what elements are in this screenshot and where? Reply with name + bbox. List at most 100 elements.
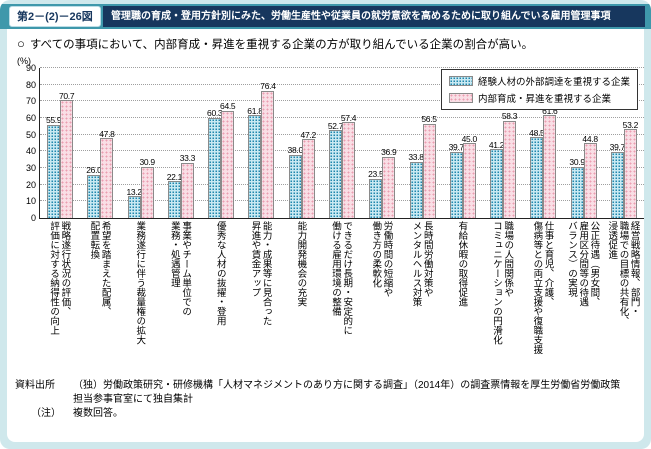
source-label: 資料出所 — [15, 380, 55, 391]
y-tick-label: 70 — [25, 96, 36, 107]
bar-value-label: 13.2 — [126, 186, 142, 197]
category-label-text: 労働時間の短縮や 働き方の柔軟化 — [370, 221, 393, 297]
bar: 36.9 — [381, 147, 397, 218]
bar-value-label: 44.8 — [582, 133, 598, 144]
bar: 39.7 — [610, 142, 625, 218]
bar: 48.5 — [529, 128, 545, 218]
y-tick-label: 40 — [25, 146, 36, 157]
bar-value-label: 55.9 — [45, 115, 62, 126]
bar-value-label: 52.7 — [327, 120, 344, 131]
bar-value-label: 48.5 — [529, 127, 545, 138]
category-group: 38.0 47.2 — [282, 130, 322, 218]
y-tick-label: 30 — [25, 163, 36, 173]
category-label-text: 職場の人間関係や コミュニケーションの円滑化 — [491, 221, 514, 345]
category-labels: 戦略遂行状況の評価、 評価に対する納得性の向上 希望を踏まえた配属、 配置転換 業務… — [39, 218, 643, 368]
category-label: 事業やチーム単位での 業務・処遇管理 — [160, 221, 200, 365]
legend-label-internal: 内部育成・昇進を重視する企業 — [477, 94, 611, 105]
bar-value-label: 47.8 — [99, 128, 115, 139]
note-text: 複数回答。 — [73, 408, 123, 419]
source-text: （独）労働政策研究・研修機構「人材マネジメントのあり方に関する調査」（2014年… — [73, 380, 621, 405]
category-group: 52.7 57.4 — [322, 113, 362, 218]
bar-value-label: 33.3 — [179, 153, 196, 163]
bar: 23.5 — [368, 169, 384, 218]
legend-swatch-internal-icon — [448, 93, 473, 103]
y-tick-label: 80 — [25, 79, 36, 90]
category-group: 60.3 64.5 — [201, 101, 241, 218]
y-tick-label: 50 — [25, 129, 36, 140]
category-group: 41.2 58.3 — [483, 111, 523, 218]
bar-value-label: 70.7 — [58, 90, 75, 101]
legend-swatch-external-icon — [448, 76, 473, 86]
gridline — [40, 83, 644, 85]
bar-value-label: 61.8 — [247, 105, 263, 116]
legend-item-internal: 内部育成・昇進を重視する企業 — [448, 91, 630, 105]
bar-value-label: 36.9 — [381, 147, 397, 157]
category-group: 30.9 44.8 — [563, 134, 603, 218]
bar-value-label: 39.7 — [609, 142, 626, 153]
footer: 資料出所 （独）労働政策研究・研修機構「人材マネジメントのあり方に関する調査」（… — [15, 379, 636, 421]
bar-value-label: 61.6 — [542, 105, 558, 116]
bar-value-label: 76.4 — [260, 81, 276, 92]
bar: 70.7 — [59, 91, 75, 218]
legend: 経験人材の外部調達を重視する企業 内部育成・昇進を重視する企業 — [440, 69, 638, 110]
category-label-text: 能力・成果等に見合った 昇進や賃金アップ — [249, 221, 272, 326]
category-group: 48.5 61.6 — [523, 106, 563, 218]
note-row: （注） 複数回答。 — [15, 407, 636, 421]
source-row: 資料出所 （独）労働政策研究・研修機構「人材マネジメントのあり方に関する調査」（… — [15, 379, 636, 407]
bar: 61.8 — [247, 106, 263, 218]
category-label-text: できるだけ長期・安定的に 働ける雇用環境の整備 — [329, 221, 353, 335]
bar: 47.2 — [301, 130, 316, 218]
y-tick-label: 10 — [25, 196, 36, 207]
category-label-text: 有給休暇の取得促進 — [456, 221, 468, 307]
category-group: 39.7 53.2 — [604, 120, 644, 218]
bar: 61.6 — [542, 106, 558, 218]
bar-value-label: 30.9 — [139, 157, 155, 167]
category-label-text: 経営戦略情報、部門・ 職場での目標の共有化、 浸透促進 — [606, 221, 640, 326]
category-group: 23.5 36.9 — [362, 147, 402, 218]
bar: 45.0 — [462, 134, 477, 218]
figure-title: 管理職の育成・登用方針別にみた、労働生産性や従業員の就労意欲を高めるために取り組… — [103, 6, 645, 27]
category-group: 13.2 30.9 — [121, 157, 161, 218]
bar-chart: (%) 0 10 20 30 40 50 60 70 80 90 55.9 70.7 26.0 47.8 1… — [7, 55, 644, 377]
legend-label-external: 経験人材の外部調達を重視する企業 — [477, 77, 630, 88]
category-label: 有給休暇の取得促進 — [442, 221, 482, 365]
gridline — [40, 117, 644, 118]
category-label: 職場の人間関係や コミュニケーションの円滑化 — [482, 221, 522, 365]
bar-value-label: 41.2 — [488, 139, 505, 150]
category-label-text: 公正待遇（男女間、 雇用区分間等の待遇 バランス）の実現 — [565, 221, 600, 307]
category-label-text: 戦略遂行状況の評価、 評価に対する納得性の向上 — [48, 221, 71, 335]
bar: 47.8 — [99, 129, 115, 218]
bar-value-label: 53.2 — [622, 119, 639, 130]
y-tick-label: 90 — [25, 63, 36, 73]
bar-value-label: 64.5 — [220, 101, 236, 111]
category-group: 39.7 45.0 — [443, 134, 483, 218]
category-label: 経営戦略情報、部門・ 職場での目標の共有化、 浸透促進 — [603, 221, 643, 365]
bar-value-label: 30.9 — [569, 157, 585, 167]
category-label: 長時間労働対策や メンタルヘルス対策 — [401, 221, 441, 365]
bar: 41.2 — [489, 140, 505, 218]
bar-value-label: 33.8 — [408, 152, 424, 163]
bar: 44.8 — [582, 134, 598, 218]
category-label: 優秀な人材の抜擢・登用 — [200, 221, 240, 365]
category-label: 業務遂行に伴う裁量権の拡大 — [120, 221, 160, 365]
bar: 52.7 — [328, 121, 343, 218]
bullet-circle-icon: ○ — [17, 36, 25, 51]
bar: 56.5 — [421, 114, 437, 218]
category-label-text: 事業やチーム単位での 業務・処遇管理 — [168, 221, 192, 316]
category-label-text: 長時間労働対策や メンタルヘルス対策 — [410, 221, 433, 307]
y-tick-label: 60 — [25, 113, 36, 123]
category-label: 希望を踏まえた配属、 配置転換 — [79, 221, 119, 365]
category-group: 55.9 70.7 — [40, 91, 80, 218]
category-label-text: 業務遂行に伴う裁量権の拡大 — [134, 221, 146, 345]
content-panel: ○ すべての事項において、内部育成・昇進を重視する企業の方が取り組んでいる企業の割… — [7, 29, 644, 442]
gridline — [40, 100, 644, 102]
bar-value-label: 22.1 — [166, 171, 183, 182]
category-label: 労働時間の短縮や 働き方の柔軟化 — [361, 221, 401, 365]
legend-item-external: 経験人材の外部調達を重視する企業 — [448, 74, 630, 88]
bar: 64.5 — [220, 101, 236, 218]
bar-value-label: 56.5 — [421, 114, 437, 125]
bar-value-label: 60.3 — [207, 108, 223, 118]
bar: 60.3 — [207, 108, 223, 218]
category-label-text: 能力開発機会の充実 — [295, 221, 307, 307]
